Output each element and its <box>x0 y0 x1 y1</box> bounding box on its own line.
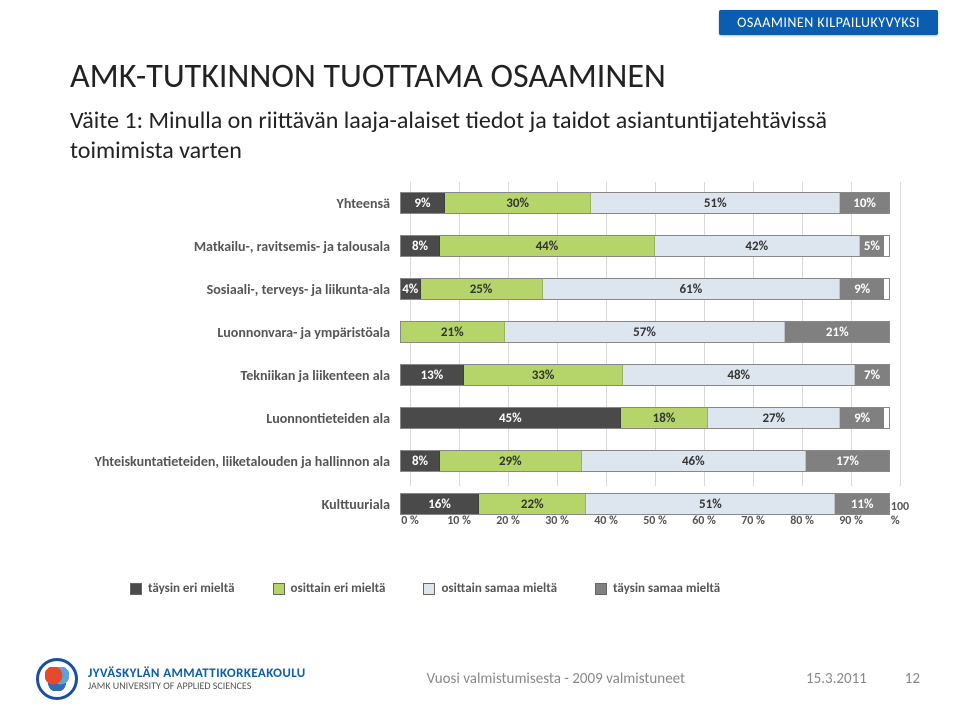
legend-label: osittain eri mieltä <box>291 581 386 596</box>
row-label: Matkailu-, ravitsemis- ja talousala <box>60 238 400 255</box>
row-label: Kulttuuriala <box>60 496 400 513</box>
bar-segment: 8% <box>401 451 440 471</box>
bar-segment: 45% <box>401 408 621 428</box>
legend-item: osittain samaa mieltä <box>423 581 557 596</box>
bar-segment: 44% <box>440 236 655 256</box>
bar-segment: 10% <box>840 193 889 213</box>
row-label: Sosiaali-, terveys- ja liikunta-ala <box>60 281 400 298</box>
legend-item: osittain eri mieltä <box>273 581 386 596</box>
bar-segment: 5% <box>860 236 884 256</box>
row-label: Tekniikan ja liikenteen ala <box>60 367 400 384</box>
bar: 16%22%51%11% <box>400 493 890 515</box>
bar-segment: 7% <box>855 365 889 385</box>
x-tick: 40 % <box>594 514 618 528</box>
bar-segment: 4% <box>401 279 421 299</box>
row-label: Luonnontieteiden ala <box>60 410 400 427</box>
chart-row: Tekniikan ja liikenteen ala13%33%48%7% <box>60 358 900 392</box>
bar-segment: 57% <box>505 322 786 342</box>
legend-item: täysin eri mieltä <box>130 581 235 596</box>
bar: 21%57%21% <box>400 321 890 343</box>
footer-date: 15.3.2011 <box>806 670 867 688</box>
slide-footer: JYVÄSKYLÄN AMMATTIKORKEAKOULU JAMK UNIVE… <box>0 654 960 704</box>
bar-segment: 17% <box>806 451 889 471</box>
stacked-bar-chart: Yhteensä9%30%51%10%Matkailu-, ravitsemis… <box>60 186 900 596</box>
chart-row: Yhteensä9%30%51%10% <box>60 186 900 220</box>
bar: 4%25%61%9% <box>400 278 890 300</box>
bar-segment: 27% <box>708 408 840 428</box>
chart-row: Kulttuuriala16%22%51%11% <box>60 487 900 521</box>
bar-segment: 30% <box>445 193 591 213</box>
bar: 8%44%42%5% <box>400 235 890 257</box>
legend-swatch <box>273 583 285 595</box>
bar-segment: 22% <box>479 494 586 514</box>
bar-segment: 61% <box>543 279 841 299</box>
x-tick: 30 % <box>545 514 569 528</box>
bar-segment: 21% <box>401 322 505 342</box>
bar: 13%33%48%7% <box>400 364 890 386</box>
x-tick: 0 % <box>401 514 419 528</box>
page-subtitle: Väite 1: Minulla on riittävän laaja-alai… <box>70 106 890 166</box>
bar-segment: 21% <box>785 322 889 342</box>
page-title: AMK-TUTKINNON TUOTTAMA OSAAMINEN <box>70 56 666 97</box>
bar-segment: 9% <box>401 193 445 213</box>
bar-segment: 18% <box>621 408 709 428</box>
legend-label: osittain samaa mieltä <box>441 581 557 596</box>
bar-segment: 8% <box>401 236 440 256</box>
x-axis-ticks: 0 %10 %20 %30 %40 %50 %60 %70 %80 %90 %1… <box>410 534 900 554</box>
header-badge: OSAAMINEN KILPAILUKYVYKSI <box>719 10 938 35</box>
bar-segment: 42% <box>655 236 860 256</box>
bar-segment: 25% <box>421 279 543 299</box>
x-tick: 100 % <box>891 500 909 528</box>
legend-label: täysin samaa mieltä <box>613 581 720 596</box>
bar: 9%30%51%10% <box>400 192 890 214</box>
legend-label: täysin eri mieltä <box>148 581 235 596</box>
bar-segment: 9% <box>840 279 884 299</box>
legend-swatch <box>423 583 435 595</box>
row-label: Yhteensä <box>60 195 400 212</box>
bar: 8%29%46%17% <box>400 450 890 472</box>
org-logo: JYVÄSKYLÄN AMMATTIKORKEAKOULU JAMK UNIVE… <box>36 658 306 700</box>
x-tick: 60 % <box>692 514 716 528</box>
legend-item: täysin samaa mieltä <box>595 581 720 596</box>
bar-segment: 13% <box>401 365 464 385</box>
x-tick: 70 % <box>741 514 765 528</box>
x-tick: 50 % <box>643 514 667 528</box>
footer-caption: Vuosi valmistumisesta - 2009 valmistunee… <box>306 670 806 688</box>
page-number: 12 <box>905 670 920 688</box>
bar: 45%18%27%9% <box>400 407 890 429</box>
row-label: Luonnonvara- ja ympäristöala <box>60 324 400 341</box>
bar-segment: 16% <box>401 494 479 514</box>
chart-rows: Yhteensä9%30%51%10%Matkailu-, ravitsemis… <box>60 186 900 521</box>
legend-swatch <box>595 583 607 595</box>
bar-segment: 29% <box>440 451 582 471</box>
bar-segment: 11% <box>835 494 889 514</box>
chart-row: Luonnontieteiden ala45%18%27%9% <box>60 401 900 435</box>
bar-segment: 9% <box>840 408 884 428</box>
row-label: Yhteiskuntatieteiden, liiketalouden ja h… <box>60 453 400 470</box>
logo-icon <box>36 658 78 700</box>
bar-segment: 48% <box>623 365 855 385</box>
x-tick: 80 % <box>790 514 814 528</box>
chart-row: Matkailu-, ravitsemis- ja talousala8%44%… <box>60 229 900 263</box>
bar-segment: 51% <box>591 193 840 213</box>
chart-row: Yhteiskuntatieteiden, liiketalouden ja h… <box>60 444 900 478</box>
chart-row: Luonnonvara- ja ympäristöala21%57%21% <box>60 315 900 349</box>
chart-row: Sosiaali-, terveys- ja liikunta-ala4%25%… <box>60 272 900 306</box>
bar-segment: 46% <box>582 451 806 471</box>
x-tick: 90 % <box>839 514 863 528</box>
chart-legend: täysin eri mieltä osittain eri mieltä osit… <box>130 581 860 596</box>
bar-segment: 51% <box>586 494 835 514</box>
x-tick: 20 % <box>496 514 520 528</box>
x-tick: 10 % <box>447 514 471 528</box>
logo-subtitle: JAMK UNIVERSITY OF APPLIED SCIENCES <box>88 681 306 692</box>
legend-swatch <box>130 583 142 595</box>
bar-segment: 33% <box>464 365 623 385</box>
